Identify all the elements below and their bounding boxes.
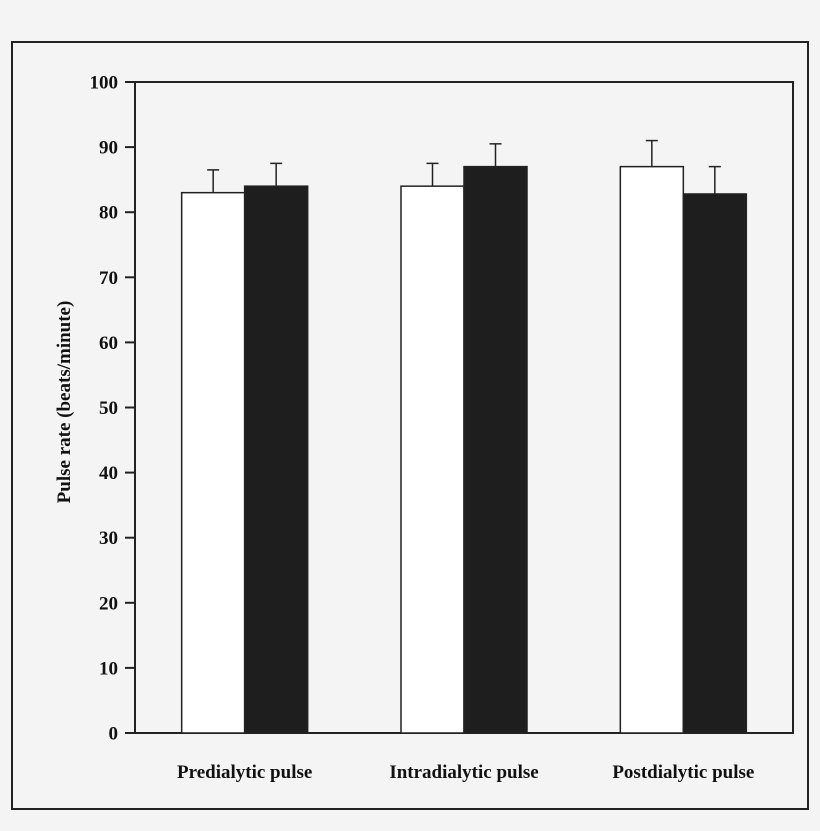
y-tick-label: 30 — [99, 528, 118, 549]
bar — [180, 191, 246, 734]
y-tick-label: 70 — [99, 268, 118, 289]
bar — [400, 185, 465, 734]
y-tick-label: 0 — [109, 724, 119, 745]
bar — [682, 193, 748, 734]
y-tick-label: 60 — [99, 333, 118, 354]
y-axis-title: Pulse rate (beats/minute) — [54, 301, 75, 504]
x-category-label: Intradialytic pulse — [389, 762, 538, 783]
x-category-label: Postdialytic pulse — [612, 762, 754, 783]
y-tick-label: 90 — [99, 138, 118, 159]
y-tick-label: 40 — [99, 463, 118, 484]
bar — [243, 185, 309, 734]
y-tick-label: 10 — [99, 658, 118, 679]
y-tick-label: 80 — [99, 203, 118, 224]
x-category-label: Predialytic pulse — [177, 762, 312, 783]
outer-frame — [11, 41, 809, 810]
bar — [463, 165, 528, 734]
plot-area: 0 10 20 30 40 50 60 70 80 90 100 Predialytic pulse I… — [90, 73, 794, 783]
bar — [619, 165, 685, 734]
y-tick-label: 100 — [90, 73, 119, 94]
y-tick-label: 20 — [99, 593, 118, 614]
y-tick-label: 50 — [99, 398, 118, 419]
